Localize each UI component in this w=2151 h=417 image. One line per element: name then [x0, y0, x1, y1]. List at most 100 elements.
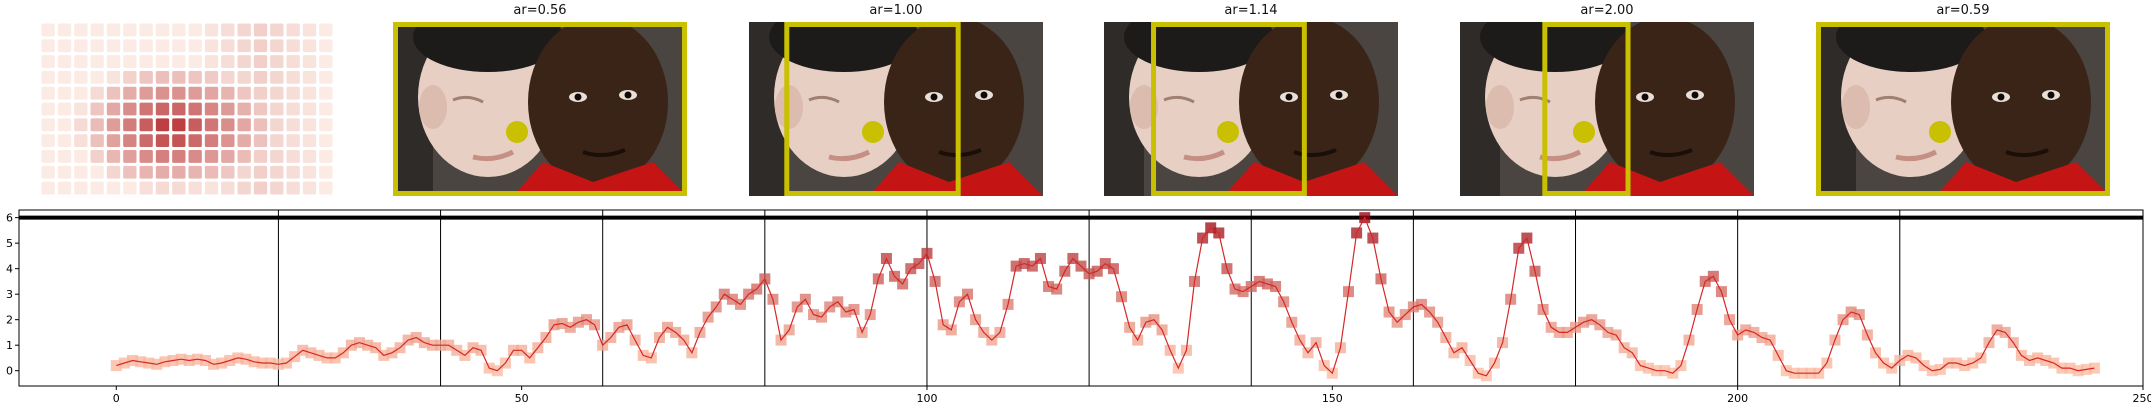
heatmap-cell: [188, 118, 202, 132]
heatmap-cell: [57, 102, 72, 116]
heatmap-cell: [41, 102, 55, 116]
heatmap-cell: [172, 150, 186, 163]
heatmap-cell: [172, 134, 186, 148]
heatmap-cell: [253, 134, 268, 148]
heatmap-cell: [139, 165, 153, 179]
heatmap-cell: [221, 23, 235, 37]
heatmap-cell: [286, 23, 300, 37]
heatmap-cell: [41, 55, 55, 68]
heatmap-cell: [74, 102, 88, 116]
heatmap-cell: [155, 150, 170, 163]
heatmap-cell: [270, 118, 284, 132]
heatmap-cell: [57, 150, 72, 163]
heatmap-cell: [253, 23, 268, 37]
score-line: [116, 216, 2095, 377]
saliency-point: [1217, 121, 1239, 143]
heatmap-cell: [74, 70, 88, 84]
heatmap-cell: [302, 39, 317, 53]
heatmap-cell: [139, 150, 153, 163]
heatmap-cell: [253, 165, 268, 179]
crop-photo: [749, 22, 1043, 196]
y-tick-label: 3: [6, 288, 13, 301]
heatmap-cell: [302, 55, 317, 68]
heatmap-cell: [270, 86, 284, 100]
heatmap-cell: [106, 23, 121, 37]
heatmap-cell: [270, 55, 284, 68]
x-tick-label: 100: [916, 392, 937, 405]
heatmap-cell: [221, 134, 235, 148]
heatmap-cell: [123, 55, 137, 68]
heatmap-cell: [286, 55, 300, 68]
heatmap-cell: [90, 86, 104, 100]
heatmap-cell: [155, 102, 170, 116]
heatmap-cell: [237, 134, 251, 148]
heatmap-cell: [286, 165, 300, 179]
heatmap-cell: [253, 86, 268, 100]
heatmap-cell: [106, 102, 121, 116]
heatmap-cell: [270, 39, 284, 53]
heatmap-cell: [319, 23, 333, 37]
heatmap-cell: [74, 55, 88, 68]
x-tick-label: 150: [1322, 392, 1343, 405]
photo-drawing: [1104, 22, 1398, 196]
heatmap-cell: [106, 39, 121, 53]
heatmap-cell: [319, 118, 333, 132]
heatmap-cell: [253, 70, 268, 84]
heatmap-cell: [221, 55, 235, 68]
saliency-point: [506, 121, 528, 143]
heatmap-cell: [57, 181, 72, 195]
heatmap-cell: [188, 150, 202, 163]
heatmap-cell: [221, 165, 235, 179]
heatmap-cell: [188, 86, 202, 100]
y-tick-label: 4: [6, 263, 13, 276]
heatmap-cell: [286, 150, 300, 163]
heatmap-cell: [270, 150, 284, 163]
heatmap-cell: [41, 70, 55, 84]
heatmap-cell: [188, 70, 202, 84]
heatmap-cell: [106, 55, 121, 68]
heatmap-cell: [74, 39, 88, 53]
heatmap-cell: [90, 102, 104, 116]
heatmap-cell: [253, 55, 268, 68]
heatmap-cell: [319, 70, 333, 84]
heatmap-cell: [90, 118, 104, 132]
heatmap-cell: [172, 23, 186, 37]
heatmap-cell: [204, 181, 219, 195]
heatmap-cell: [204, 134, 219, 148]
heatmap-cell: [237, 181, 251, 195]
heatmap-cell: [302, 23, 317, 37]
heatmap-cell: [74, 118, 88, 132]
heatmap-cell: [221, 39, 235, 53]
heatmap-cell: [237, 102, 251, 116]
heatmap-cell: [74, 134, 88, 148]
heatmap-cell: [123, 86, 137, 100]
heatmap-cell: [221, 102, 235, 116]
crop-box: [1151, 22, 1307, 196]
heatmap-cell: [41, 39, 55, 53]
heatmap-cell: [302, 150, 317, 163]
heatmap-cell: [106, 118, 121, 132]
heatmap-cell: [204, 150, 219, 163]
heatmap-cell: [155, 70, 170, 84]
heatmap-cell: [74, 86, 88, 100]
heatmap-cell: [106, 134, 121, 148]
heatmap-cell: [237, 165, 251, 179]
heatmap-cell: [286, 181, 300, 195]
heatmap-cell: [319, 55, 333, 68]
crop-photo: [1460, 22, 1754, 196]
heatmap-cell: [139, 118, 153, 132]
y-tick-label: 6: [6, 212, 13, 225]
heatmap-cell: [57, 55, 72, 68]
heatmap-cell: [188, 134, 202, 148]
heatmap-cell: [90, 165, 104, 179]
heatmap-cell: [237, 86, 251, 100]
y-tick-label: 5: [6, 237, 13, 250]
x-tick-label: 200: [1727, 392, 1748, 405]
heatmap-cell: [123, 23, 137, 37]
heatmap-cell: [139, 86, 153, 100]
heatmap-cell: [237, 150, 251, 163]
heatmap-cell: [172, 39, 186, 53]
heatmap-cell: [57, 134, 72, 148]
x-tick-label: 250: [2133, 392, 2151, 405]
heatmap-cell: [237, 70, 251, 84]
